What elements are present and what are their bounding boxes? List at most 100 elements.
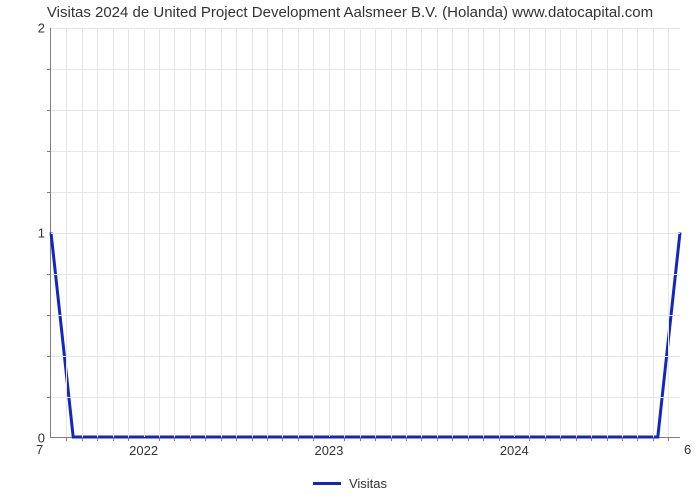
grid-line-vertical-minor [221, 28, 222, 437]
grid-line-vertical-minor [468, 28, 469, 437]
x-minor-tick [267, 437, 268, 441]
grid-line-vertical-minor [653, 28, 654, 437]
grid-line-vertical-minor [344, 28, 345, 437]
x-tick-label: 2023 [314, 437, 343, 458]
corner-label-bottom-left: 7 [36, 442, 43, 457]
x-minor-tick [591, 437, 592, 441]
grid-line-vertical-minor [622, 28, 623, 437]
x-minor-tick [391, 437, 392, 441]
y-tick-label: 1 [38, 226, 51, 241]
grid-line-vertical-minor [560, 28, 561, 437]
grid-line-horizontal [51, 233, 680, 234]
x-minor-tick [452, 437, 453, 441]
x-minor-tick [159, 437, 160, 441]
x-minor-tick [298, 437, 299, 441]
grid-line-horizontal-minor [51, 315, 680, 316]
grid-line-vertical-minor [391, 28, 392, 437]
legend-item-visitas: Visitas [313, 476, 387, 491]
x-minor-tick [113, 437, 114, 441]
grid-line-vertical-minor [82, 28, 83, 437]
x-tick-label: 2022 [129, 437, 158, 458]
x-minor-tick [82, 437, 83, 441]
x-minor-tick [236, 437, 237, 441]
x-minor-tick [66, 437, 67, 441]
grid-line-vertical-minor [205, 28, 206, 437]
x-minor-tick [252, 437, 253, 441]
grid-line-vertical-minor [375, 28, 376, 437]
grid-line-horizontal-minor [51, 110, 680, 111]
x-minor-tick [190, 437, 191, 441]
series-line-visitas [51, 233, 680, 438]
grid-line-horizontal-minor [51, 151, 680, 152]
x-minor-tick [205, 437, 206, 441]
x-minor-tick [468, 437, 469, 441]
grid-line-vertical-minor [529, 28, 530, 437]
grid-line-vertical-minor [483, 28, 484, 437]
grid-line-horizontal-minor [51, 274, 680, 275]
y-tick-label: 2 [38, 21, 51, 36]
grid-line-vertical-minor [545, 28, 546, 437]
x-minor-tick [313, 437, 314, 441]
grid-line-vertical-minor [637, 28, 638, 437]
x-minor-tick [483, 437, 484, 441]
grid-line-vertical-minor [298, 28, 299, 437]
grid-line-horizontal-minor [51, 192, 680, 193]
x-minor-tick [637, 437, 638, 441]
grid-line-horizontal-minor [51, 69, 680, 70]
x-minor-tick [622, 437, 623, 441]
x-minor-tick [653, 437, 654, 441]
grid-line-vertical-minor [66, 28, 67, 437]
x-minor-tick [576, 437, 577, 441]
grid-line-horizontal-minor [51, 356, 680, 357]
x-minor-tick [668, 437, 669, 441]
x-minor-tick [375, 437, 376, 441]
x-minor-tick [128, 437, 129, 441]
grid-line-vertical-minor [190, 28, 191, 437]
grid-line-vertical-minor [113, 28, 114, 437]
grid-line-vertical-minor [514, 28, 515, 437]
x-minor-tick [97, 437, 98, 441]
grid-line-vertical-minor [406, 28, 407, 437]
grid-line-vertical-minor [252, 28, 253, 437]
grid-line-horizontal-minor [51, 397, 680, 398]
grid-line-vertical-minor [499, 28, 500, 437]
x-minor-tick [406, 437, 407, 441]
x-minor-tick [529, 437, 530, 441]
grid-line-vertical-minor [144, 28, 145, 437]
corner-label-bottom-right: 6 [684, 442, 691, 457]
x-minor-tick [344, 437, 345, 441]
grid-line-vertical-minor [174, 28, 175, 437]
chart-title: Visitas 2024 de United Project Developme… [0, 4, 700, 21]
x-minor-tick [437, 437, 438, 441]
grid-line-vertical-minor [267, 28, 268, 437]
grid-line-vertical-minor [668, 28, 669, 437]
grid-line-vertical-minor [128, 28, 129, 437]
x-minor-tick [560, 437, 561, 441]
grid-line-horizontal [51, 28, 680, 29]
x-minor-tick [360, 437, 361, 441]
plot-area: 012202220232024 [50, 28, 680, 438]
x-minor-tick [221, 437, 222, 441]
grid-line-vertical-minor [452, 28, 453, 437]
x-minor-tick [607, 437, 608, 441]
x-minor-tick [545, 437, 546, 441]
x-minor-tick [282, 437, 283, 441]
chart-container: Visitas 2024 de United Project Developme… [0, 0, 700, 500]
x-minor-tick [421, 437, 422, 441]
x-tick-label: 2024 [500, 437, 529, 458]
legend: Visitas [0, 472, 700, 491]
grid-line-vertical-minor [437, 28, 438, 437]
grid-line-vertical-minor [329, 28, 330, 437]
x-minor-tick [174, 437, 175, 441]
legend-label: Visitas [349, 476, 387, 491]
grid-line-vertical-minor [421, 28, 422, 437]
grid-line-vertical-minor [360, 28, 361, 437]
grid-line-vertical-minor [313, 28, 314, 437]
legend-swatch [313, 482, 341, 485]
grid-line-vertical-minor [282, 28, 283, 437]
grid-line-vertical-minor [591, 28, 592, 437]
grid-line-vertical-minor [97, 28, 98, 437]
grid-line-vertical-minor [159, 28, 160, 437]
x-minor-tick [499, 437, 500, 441]
grid-line-vertical-minor [236, 28, 237, 437]
